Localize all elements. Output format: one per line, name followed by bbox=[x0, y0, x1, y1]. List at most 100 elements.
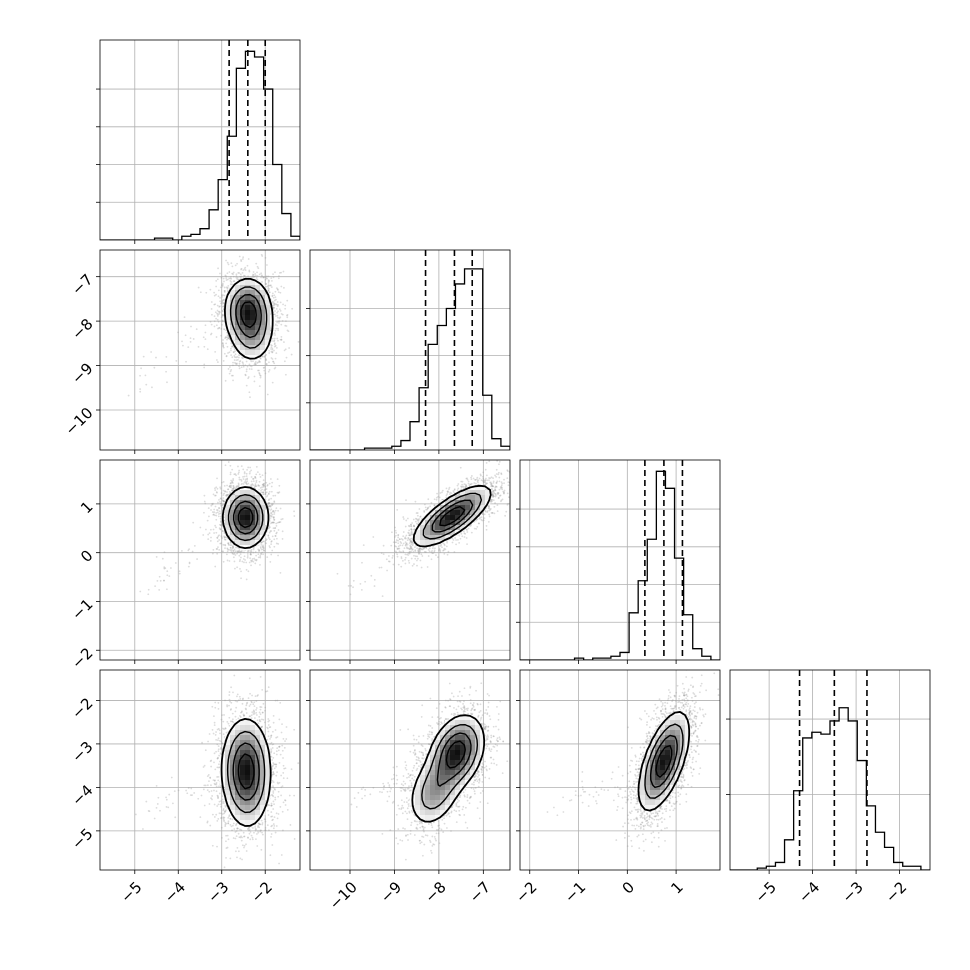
density-cell bbox=[235, 345, 241, 351]
scatter-point bbox=[249, 552, 252, 554]
scatter-point bbox=[233, 359, 236, 361]
scatter-point bbox=[276, 491, 279, 494]
scatter-point bbox=[234, 356, 236, 359]
scatter-point bbox=[277, 320, 280, 323]
scatter-point bbox=[252, 551, 255, 554]
scatter-point bbox=[217, 289, 220, 292]
scatter-point bbox=[270, 512, 272, 515]
scatter-point bbox=[226, 548, 229, 551]
scatter-point bbox=[264, 282, 267, 285]
scatter-point bbox=[269, 344, 272, 346]
scatter-point bbox=[165, 370, 167, 373]
scatter-point bbox=[217, 501, 219, 504]
scatter-point bbox=[267, 503, 270, 506]
scatter-point bbox=[273, 343, 276, 346]
scatter-point bbox=[267, 279, 270, 282]
scatter-point bbox=[221, 314, 224, 317]
scatter-point bbox=[266, 285, 269, 288]
scatter-point bbox=[254, 274, 257, 277]
density-cell bbox=[265, 335, 271, 341]
scatter-point bbox=[221, 525, 223, 527]
scatter-point bbox=[246, 556, 249, 559]
scatter-point bbox=[215, 548, 218, 550]
scatter-point bbox=[221, 481, 223, 484]
scatter-point bbox=[232, 374, 234, 377]
scatter-point bbox=[268, 482, 271, 485]
scatter-point bbox=[229, 473, 232, 476]
scatter-point bbox=[256, 265, 259, 268]
histogram-series bbox=[100, 50, 300, 240]
panel-frame bbox=[729, 669, 931, 871]
scatter-point bbox=[247, 466, 250, 469]
scatter-point bbox=[271, 521, 274, 524]
scatter-point bbox=[210, 323, 213, 326]
scatter-point bbox=[221, 315, 224, 318]
scatter-point bbox=[209, 333, 212, 336]
scatter-point bbox=[240, 577, 242, 580]
scatter-point bbox=[272, 306, 275, 309]
scatter-point bbox=[262, 545, 265, 548]
scatter-point bbox=[229, 482, 232, 485]
scatter-point bbox=[203, 345, 206, 348]
scatter-point bbox=[228, 560, 231, 562]
scatter-point bbox=[278, 491, 281, 494]
scatter-point bbox=[264, 488, 267, 491]
density-cell bbox=[235, 305, 241, 311]
scatter-point bbox=[280, 285, 283, 288]
scatter-point bbox=[224, 464, 227, 467]
scatter-point bbox=[217, 310, 220, 313]
scatter-point bbox=[268, 352, 271, 354]
scatter-point bbox=[276, 321, 279, 324]
scatter-point bbox=[267, 370, 270, 373]
density-cell bbox=[240, 320, 246, 326]
scatter-point bbox=[216, 491, 218, 494]
scatter-point bbox=[209, 320, 212, 323]
scatter-point bbox=[277, 543, 280, 545]
scatter-point bbox=[223, 532, 226, 535]
scatter-point bbox=[234, 473, 237, 475]
scatter-point bbox=[246, 553, 249, 555]
scatter-point bbox=[257, 549, 260, 552]
scatter-point bbox=[253, 486, 256, 489]
scatter-point bbox=[272, 521, 274, 524]
scatter-point bbox=[224, 337, 227, 340]
scatter-point bbox=[267, 287, 270, 290]
scatter-point bbox=[247, 275, 249, 278]
scatter-point bbox=[238, 554, 241, 557]
scatter-point bbox=[224, 274, 227, 277]
scatter-point bbox=[224, 336, 227, 339]
scatter-point bbox=[252, 360, 254, 363]
scatter-point bbox=[254, 476, 257, 478]
scatter-point bbox=[263, 355, 266, 358]
scatter-point bbox=[216, 312, 218, 315]
scatter-point bbox=[268, 505, 271, 508]
scatter-point bbox=[220, 334, 222, 337]
scatter-point bbox=[225, 279, 228, 281]
scatter-point bbox=[255, 558, 258, 561]
scatter-point bbox=[216, 511, 219, 514]
scatter-point bbox=[248, 561, 251, 564]
scatter-point bbox=[225, 275, 227, 278]
scatter-point bbox=[228, 485, 231, 488]
scatter-point bbox=[225, 259, 227, 262]
scatter-point bbox=[217, 295, 220, 298]
scatter-point bbox=[232, 487, 235, 490]
scatter-point bbox=[269, 284, 272, 287]
scatter-point bbox=[274, 526, 277, 529]
scatter-point bbox=[272, 527, 275, 530]
density-cell bbox=[225, 300, 231, 306]
scatter-point bbox=[273, 518, 275, 521]
scatter-point bbox=[255, 262, 258, 265]
scatter-point bbox=[219, 528, 222, 531]
scatter-point bbox=[241, 482, 243, 485]
scatter-point bbox=[211, 511, 214, 513]
scatter-point bbox=[263, 482, 266, 485]
scatter-point bbox=[210, 332, 213, 335]
scatter-point bbox=[270, 490, 273, 493]
scatter-point bbox=[273, 500, 276, 503]
density-cell bbox=[240, 335, 246, 341]
scatter-point bbox=[276, 314, 279, 317]
scatter-point bbox=[241, 356, 243, 359]
scatter-point bbox=[279, 291, 282, 294]
scatter-points bbox=[127, 253, 300, 399]
